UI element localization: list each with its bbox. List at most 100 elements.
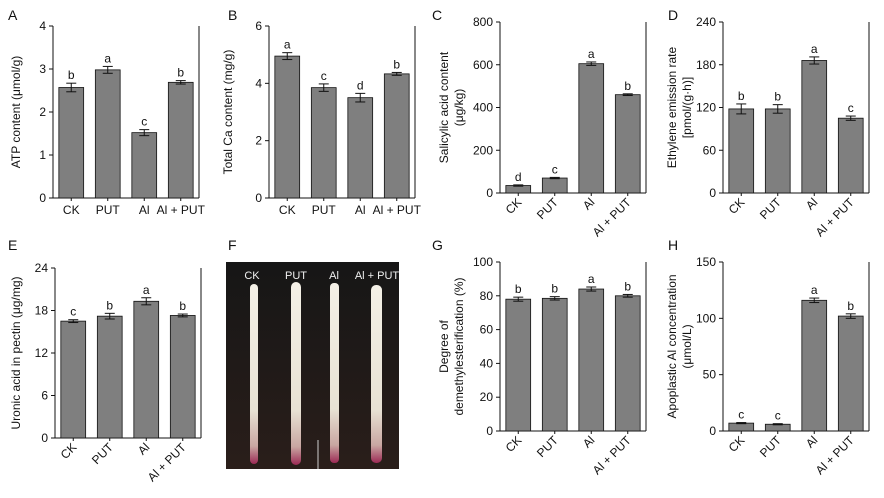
bar-g-3 [614, 295, 641, 432]
x-tick-label-e-2: Al [135, 440, 152, 457]
y-axis-label-b-0: Total Ca content (mg/g) [221, 50, 235, 175]
bar-g-1 [541, 297, 568, 432]
panel-label-h: H [668, 237, 678, 253]
y-tick-label-h-0: 0 [709, 424, 716, 438]
root-al [330, 283, 339, 463]
panel-label-g: G [432, 237, 443, 253]
bar-b-2 [347, 97, 374, 199]
bar-c-1 [541, 177, 568, 194]
x-tick-label-h-0: CK [726, 433, 748, 455]
significance-letter-d-0: b [738, 89, 745, 103]
photo-label-put: PUT [285, 270, 307, 282]
y-tick-label-c-1: 200 [473, 143, 493, 157]
y-axis-label-c-1: (μg/kg) [452, 89, 466, 127]
significance-letter-g-2: a [588, 272, 595, 286]
y-tick-label-g-1: 20 [480, 390, 494, 404]
bar-e-1 [96, 315, 123, 439]
significance-letter-c-3: b [624, 79, 631, 93]
significance-letter-a-0: b [68, 68, 75, 82]
y-tick-label-g-0: 0 [486, 424, 493, 438]
y-axis-label-h-0: Apoplastic Al concentration [665, 274, 679, 418]
y-tick-label-a-2: 2 [39, 105, 46, 119]
chart-panel-g: G 0 20 40 60 80 100 Degree of demethylesterifica… [432, 237, 647, 478]
bar-b-3 [383, 73, 410, 199]
x-tick-label-e-1: PUT [89, 440, 116, 467]
y-tick-label-e-4: 24 [35, 261, 49, 275]
x-tick-label-c-2: Al [580, 195, 597, 212]
x-tick-label-h-2: Al [803, 433, 820, 450]
x-tick-label-d-2: Al [803, 195, 820, 212]
x-tick-label-b-0: CK [279, 203, 296, 217]
x-tick-label-b-2: Al [355, 203, 366, 217]
y-tick-label-e-3: 18 [35, 304, 49, 318]
y-tick-label-b-3: 6 [255, 19, 262, 33]
significance-letter-b-0: a [284, 38, 291, 52]
significance-letter-e-1: b [106, 298, 113, 312]
bar-c-3 [614, 94, 641, 194]
x-tick-label-g-3: Al + PUT [590, 433, 635, 478]
significance-letter-c-2: a [588, 47, 595, 61]
y-tick-label-d-4: 240 [696, 15, 716, 29]
significance-letter-b-2: d [357, 78, 364, 92]
y-tick-label-c-2: 400 [473, 101, 493, 115]
x-tick-label-g-2: Al [580, 433, 597, 450]
y-tick-label-g-3: 60 [480, 323, 494, 337]
significance-letter-c-1: c [552, 162, 558, 176]
y-axis-label-g-1: demethylesterification (%) [452, 277, 466, 415]
y-tick-label-g-4: 80 [480, 289, 494, 303]
bar-e-2 [133, 300, 160, 439]
y-tick-label-b-2: 4 [255, 76, 262, 90]
y-tick-label-a-4: 4 [39, 19, 46, 33]
bar-a-0 [58, 87, 85, 199]
significance-letter-a-1: a [104, 51, 111, 65]
y-tick-label-d-1: 60 [703, 143, 717, 157]
x-tick-label-b-1: PUT [312, 203, 337, 217]
chart-panel-c: C 0 200 400 600 800 Salicylic acid content (μg/… [432, 7, 647, 239]
y-tick-label-g-2: 40 [480, 356, 494, 370]
y-tick-label-a-3: 3 [39, 62, 46, 76]
bar-g-0 [505, 298, 532, 432]
significance-letter-g-3: b [624, 279, 631, 293]
photo-label-al: Al [329, 270, 339, 282]
significance-letter-g-1: b [551, 282, 558, 296]
significance-letter-e-3: b [179, 299, 186, 313]
bar-b-0 [274, 55, 301, 199]
x-tick-label-c-0: CK [503, 195, 525, 217]
x-tick-label-h-3: Al + PUT [813, 433, 858, 478]
y-axis-label-h-1: (μmol/L) [680, 324, 694, 368]
chart-panel-a: A 0 1 2 3 4 ATP content (μmol/g) b CK a PUT c Al b Al … [8, 7, 206, 217]
y-axis-label-d-1: [pmol/(g·h)] [680, 77, 694, 138]
y-tick-label-c-3: 600 [473, 58, 493, 72]
bar-c-2 [578, 63, 605, 194]
y-tick-label-c-4: 800 [473, 15, 493, 29]
root-ck [250, 284, 258, 464]
y-axis-label-a-0: ATP content (μmol/g) [9, 56, 23, 169]
y-tick-label-d-3: 180 [696, 58, 716, 72]
x-tick-label-g-1: PUT [534, 433, 561, 460]
y-tick-label-e-1: 6 [41, 389, 48, 403]
significance-letter-d-2: a [811, 42, 818, 56]
x-tick-label-d-3: Al + PUT [813, 195, 858, 240]
bar-b-1 [310, 87, 337, 199]
photo-label-ck: CK [244, 270, 260, 282]
significance-letter-a-3: b [177, 66, 184, 80]
bar-h-0 [728, 422, 755, 432]
bar-e-0 [60, 320, 87, 439]
significance-letter-a-2: c [141, 115, 147, 129]
x-tick-label-a-0: CK [63, 203, 80, 217]
significance-letter-h-3: b [847, 299, 854, 313]
bar-e-3 [169, 315, 196, 439]
photo-label-al-put: Al + PUT [355, 270, 400, 282]
y-tick-label-d-0: 0 [709, 186, 716, 200]
x-tick-label-a-3: Al + PUT [157, 203, 206, 217]
x-tick-label-g-0: CK [503, 433, 525, 455]
significance-letter-h-2: a [811, 283, 818, 297]
y-axis-label-e-0: Uronic acid in pectin (μg/mg) [9, 277, 23, 430]
x-tick-label-e-0: CK [58, 440, 80, 462]
photo-panel-label: F [228, 237, 237, 253]
x-tick-label-a-1: PUT [96, 203, 121, 217]
root-put [291, 282, 301, 465]
y-tick-label-a-0: 0 [39, 191, 46, 205]
